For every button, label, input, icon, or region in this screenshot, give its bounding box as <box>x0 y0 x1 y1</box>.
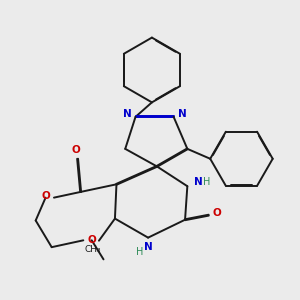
Text: O: O <box>87 235 96 245</box>
Text: O: O <box>213 208 221 218</box>
Text: N: N <box>123 109 131 119</box>
Text: N: N <box>178 109 186 119</box>
Text: CH₃: CH₃ <box>85 244 101 253</box>
Text: N: N <box>194 177 202 188</box>
Text: O: O <box>71 146 80 155</box>
Text: H: H <box>203 177 211 188</box>
Text: N: N <box>144 242 152 252</box>
Text: O: O <box>41 191 50 201</box>
Text: H: H <box>136 247 143 257</box>
